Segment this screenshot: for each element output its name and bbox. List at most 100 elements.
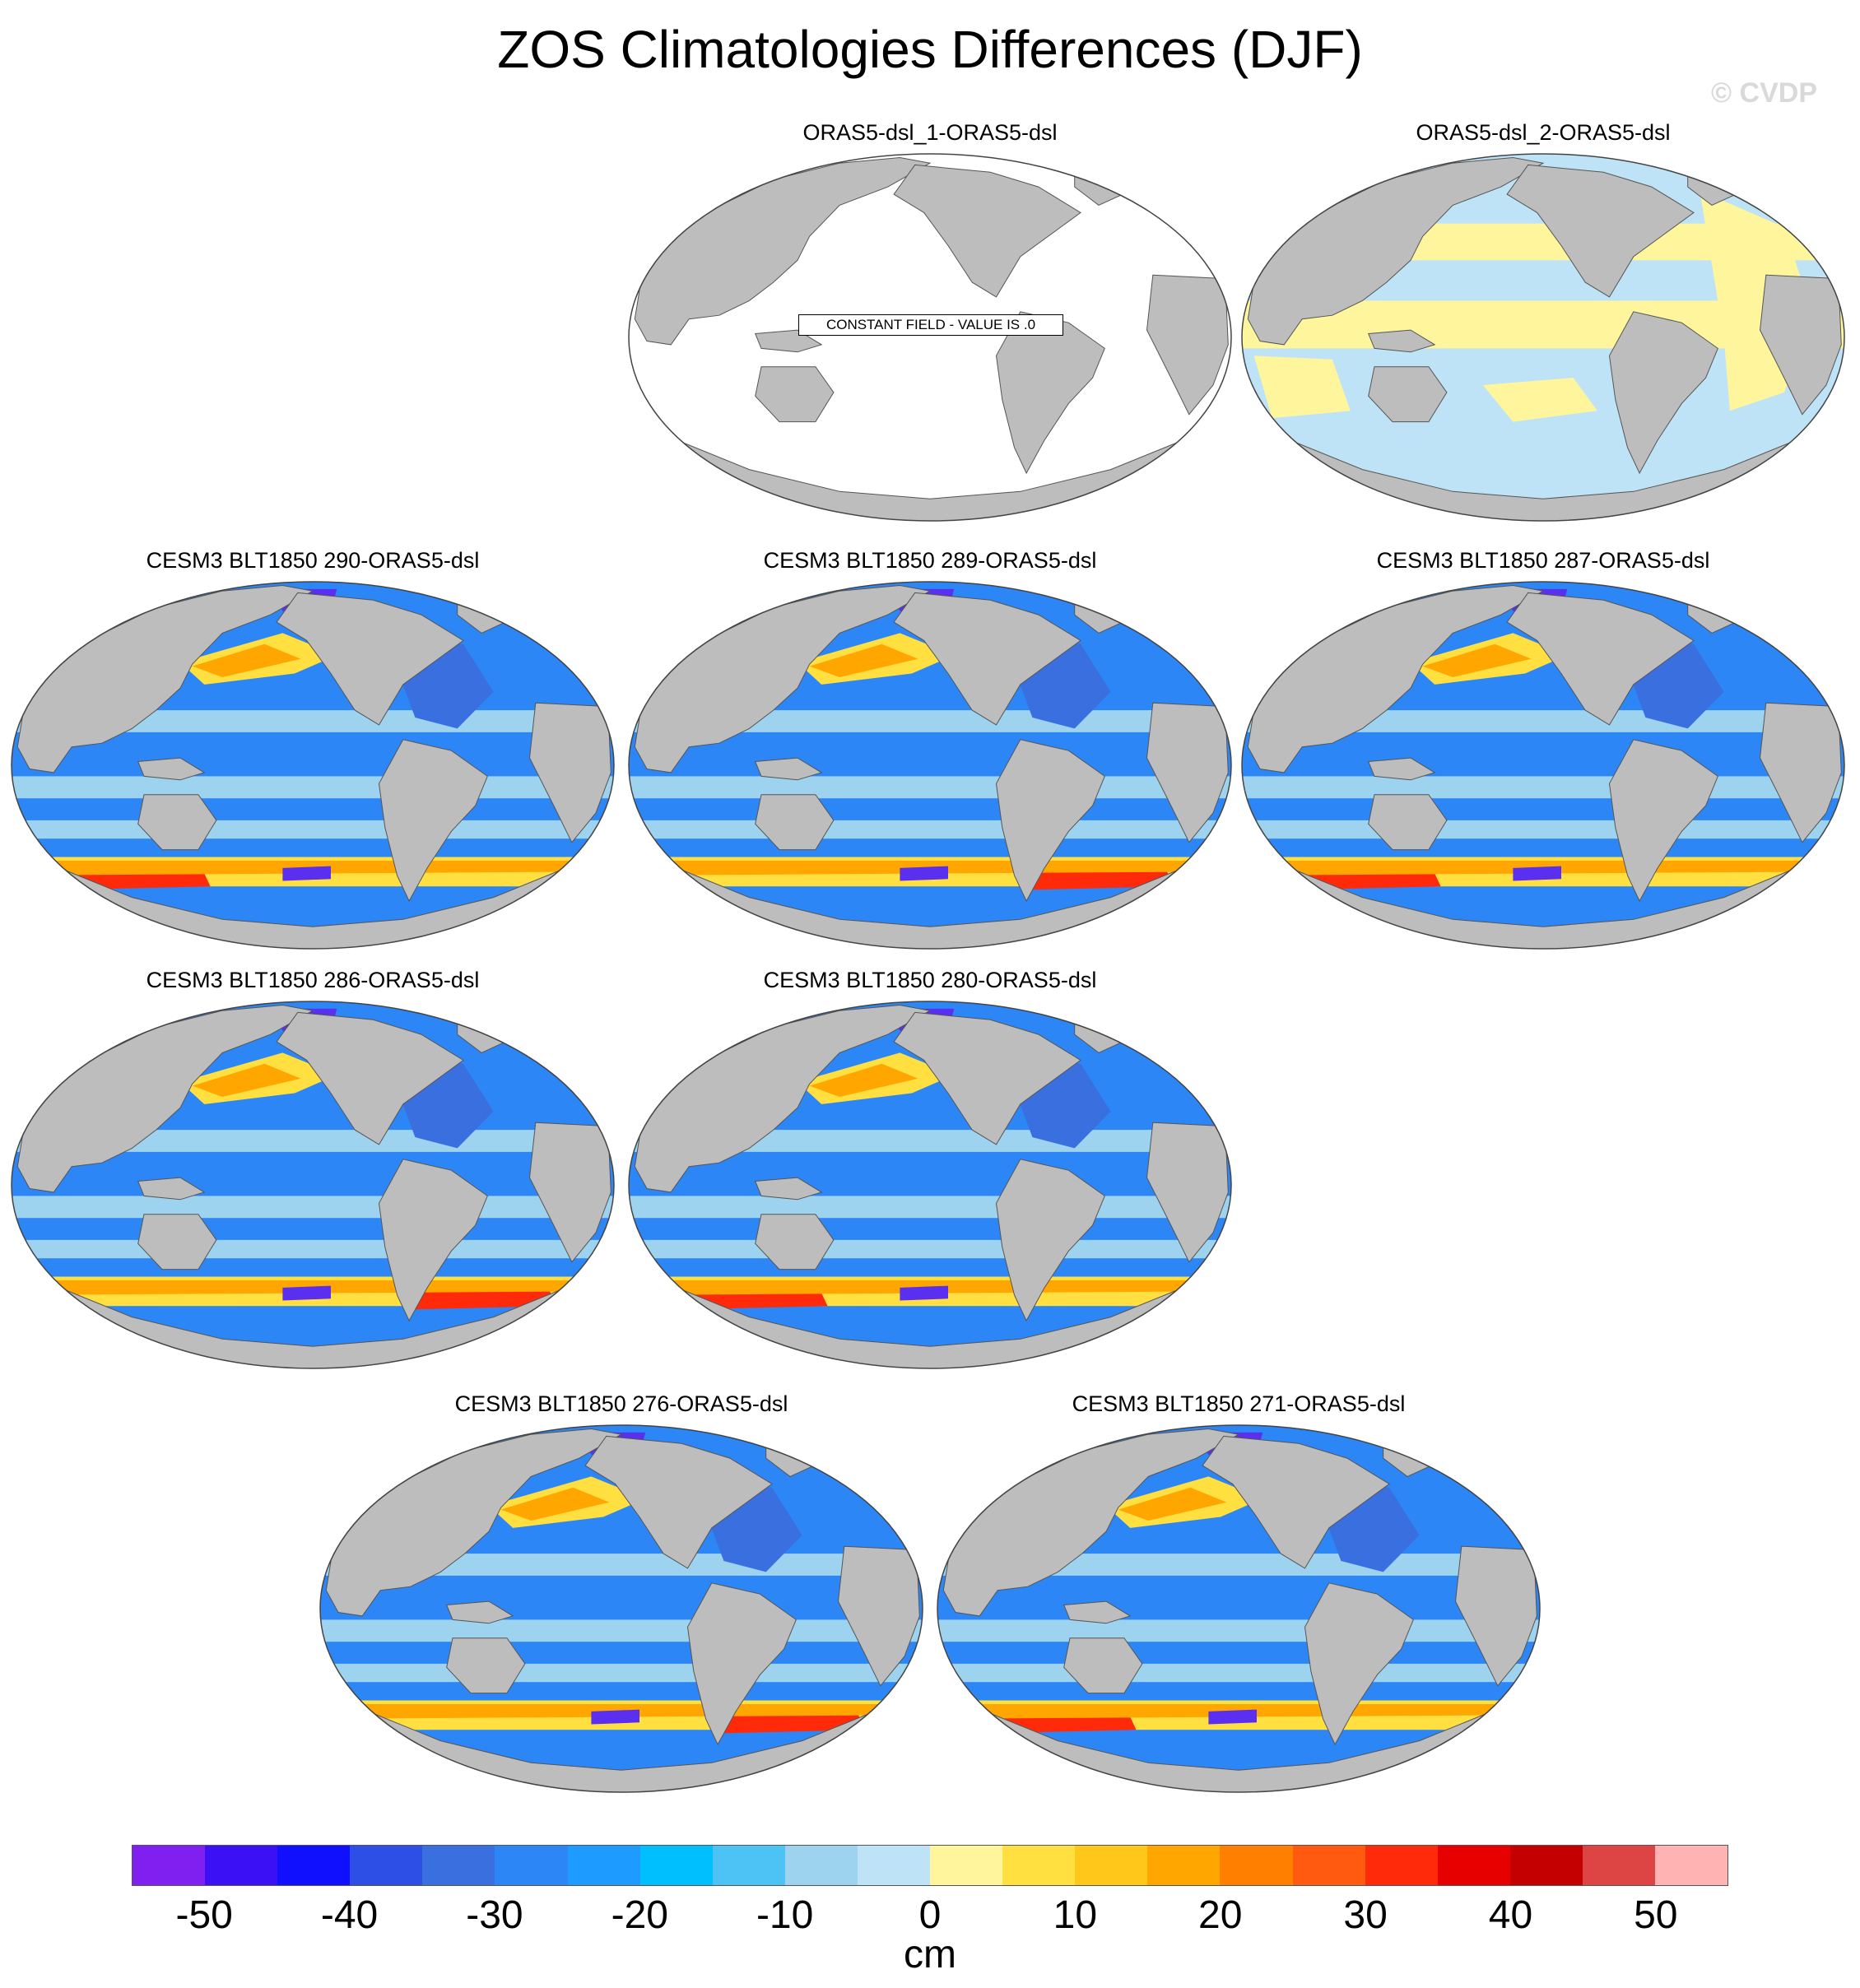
- map-border: [628, 1001, 1232, 1369]
- south-america-land: [378, 739, 488, 903]
- maritime-islands-land: [137, 757, 206, 781]
- world-map: [1241, 153, 1845, 522]
- australia-land: [755, 794, 835, 851]
- map-panel: CESM3 BLT1850 271-ORAS5-dsl: [934, 1391, 1543, 1793]
- north-pacific-core: [809, 1063, 918, 1097]
- north-america-land: [893, 592, 1081, 726]
- colorbar-segment: [1654, 1846, 1728, 1885]
- map-panel: CESM3 BLT1850 290-ORAS5-dsl: [8, 547, 617, 950]
- maritime-islands-land: [754, 757, 823, 781]
- world-map: [937, 1424, 1541, 1793]
- south-america-land: [378, 1159, 488, 1322]
- australia-land: [1368, 794, 1448, 851]
- colorbar-segment: [1582, 1846, 1655, 1885]
- colorbar-tick-label: -10: [756, 1893, 814, 1937]
- south-america-land: [995, 1159, 1105, 1322]
- colorbar-segment: [277, 1846, 351, 1885]
- south-america-land: [1608, 739, 1718, 903]
- panel-title: CESM3 BLT1850 287-ORAS5-dsl: [1376, 548, 1710, 573]
- map-border: [1241, 153, 1845, 522]
- north-pacific-core: [192, 1063, 301, 1097]
- south-america-land: [995, 311, 1105, 475]
- colorbar-tick-label: 20: [1198, 1893, 1243, 1937]
- colorbar-tick-label: 10: [1053, 1893, 1098, 1937]
- colorbar-tick-label: 40: [1488, 1893, 1533, 1937]
- south-america-land: [686, 1582, 797, 1746]
- ocean-pale-band: [320, 1663, 923, 1683]
- ocean-pale-band: [1242, 776, 1844, 799]
- maritime-islands-land: [1367, 757, 1436, 781]
- map-panel: CESM3 BLT1850 289-ORAS5-dsl: [625, 547, 1235, 950]
- world-map: [628, 1001, 1232, 1369]
- south-america-land: [1304, 1582, 1414, 1746]
- map-border: [937, 1424, 1541, 1793]
- map-panel: ORAS5-dsl_2-ORAS5-dsl: [1239, 119, 1848, 522]
- colorbar-tick-label: 30: [1343, 1893, 1388, 1937]
- world-map: [628, 153, 1232, 522]
- australia-land: [137, 794, 217, 851]
- ocean-pale-band: [12, 776, 614, 799]
- ocean-pale-band: [629, 1196, 1231, 1219]
- australia-land: [1063, 1637, 1143, 1694]
- ocean-pale-band: [12, 1196, 614, 1219]
- north-america-land: [1506, 592, 1695, 726]
- colorbar-segment: [712, 1846, 785, 1885]
- ocean-yellow-patch: [1253, 355, 1351, 419]
- colorbar-tick-label: -50: [175, 1893, 233, 1937]
- ocean-pale-band: [937, 1663, 1540, 1683]
- north-america-land: [276, 1011, 464, 1145]
- north-pacific-core: [192, 643, 301, 677]
- australia-land: [755, 1214, 835, 1270]
- colorbar-tick-label: 50: [1634, 1893, 1678, 1937]
- map-border: [1241, 581, 1845, 950]
- colorbar-segment: [133, 1846, 206, 1885]
- panel-title: CESM3 BLT1850 289-ORAS5-dsl: [763, 548, 1097, 573]
- panel-title: CESM3 BLT1850 271-ORAS5-dsl: [1072, 1391, 1406, 1416]
- map-panel: CESM3 BLT1850 286-ORAS5-dsl: [8, 967, 617, 1369]
- colorbar-segment: [1509, 1846, 1583, 1885]
- maritime-islands-land: [754, 1177, 823, 1201]
- north-pacific-core: [1118, 1487, 1227, 1521]
- colorbar-segment: [1220, 1846, 1293, 1885]
- colorbar-segment: [1365, 1846, 1438, 1885]
- ocean-pale-band: [12, 820, 614, 839]
- world-map: [11, 581, 615, 950]
- watermark: © CVDP: [1711, 77, 1817, 109]
- ocean-pale-band: [1242, 820, 1844, 839]
- north-pacific-core: [500, 1487, 610, 1521]
- colorbar-segment: [639, 1846, 713, 1885]
- australia-land: [1368, 366, 1448, 423]
- southern-ocean-low: [900, 866, 948, 881]
- colorbar-segment: [495, 1846, 568, 1885]
- world-map: [628, 581, 1232, 950]
- maritime-islands-land: [1367, 329, 1436, 353]
- figure-title: ZOS Climatologies Differences (DJF): [497, 20, 1363, 79]
- map-border: [11, 1001, 615, 1369]
- constant-field-label: CONSTANT FIELD - VALUE IS .0: [798, 314, 1063, 336]
- north-pacific-core: [809, 643, 918, 677]
- colorbar-segment: [422, 1846, 495, 1885]
- colorbar-unit: cm: [904, 1933, 956, 1976]
- australia-land: [446, 1637, 526, 1694]
- maritime-islands-land: [137, 1177, 206, 1201]
- north-america-land: [893, 1011, 1081, 1145]
- map-border: [319, 1424, 923, 1793]
- colorbar-segment: [857, 1846, 931, 1885]
- ocean-yellow-patch: [1482, 378, 1597, 422]
- colorbar-segment: [350, 1846, 423, 1885]
- map-border: [628, 153, 1232, 522]
- southern-ocean-low: [1208, 1709, 1257, 1725]
- panel-title: CESM3 BLT1850 286-ORAS5-dsl: [146, 968, 480, 992]
- colorbar-tick-label: 0: [918, 1893, 942, 1937]
- map-panel: ORAS5-dsl_1-ORAS5-dsl CONSTANT FIELD - VA…: [625, 119, 1235, 522]
- ocean-pale-band: [12, 1239, 614, 1259]
- southern-ocean-low: [1513, 866, 1561, 881]
- southern-ocean-low: [282, 866, 331, 881]
- panel-title: CESM3 BLT1850 276-ORAS5-dsl: [454, 1391, 788, 1416]
- colorbar-tick-label: -40: [320, 1893, 379, 1937]
- map-border: [628, 581, 1232, 950]
- north-pacific-core: [1422, 643, 1532, 677]
- southern-ocean-low: [591, 1709, 639, 1725]
- ocean-pale-band: [320, 1619, 923, 1642]
- panel-title: ORAS5-dsl_2-ORAS5-dsl: [1416, 120, 1671, 145]
